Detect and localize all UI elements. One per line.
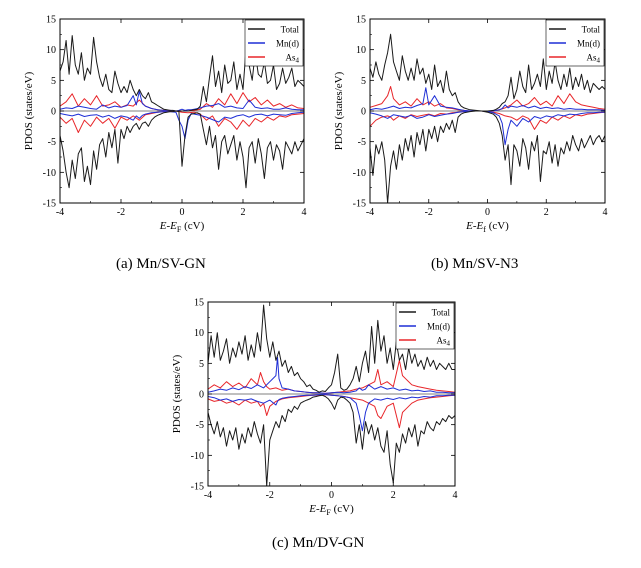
- legend: Total Mn(d) As4: [545, 19, 605, 67]
- legend: Total Mn(d) As4: [244, 19, 304, 67]
- x-tick-label: -2: [425, 207, 433, 218]
- x-tick-label: -4: [204, 490, 212, 501]
- x-tick-label: -2: [117, 207, 125, 218]
- y-tick-label: 10: [356, 45, 366, 56]
- series-total-up: [369, 33, 606, 112]
- y-tick-label: 0: [51, 107, 56, 118]
- x-tick-label: -2: [266, 490, 274, 501]
- legend-label-mn: Mn(d): [427, 322, 450, 332]
- y-axis-label: PDOS (states/eV): [333, 71, 345, 150]
- y-tick-label: 15: [194, 298, 204, 309]
- x-tick-label: 2: [544, 207, 549, 218]
- y-tick-label: 10: [46, 45, 56, 56]
- y-tick-label: 5: [51, 76, 56, 87]
- series-total-up: [59, 35, 305, 112]
- series-total-down: [207, 394, 456, 487]
- legend-label-total: Total: [582, 25, 601, 35]
- legend-label-total: Total: [281, 25, 300, 35]
- x-tick-label: 2: [241, 207, 246, 218]
- legend-label-mn: Mn(d): [577, 39, 600, 49]
- series-mn-up: [59, 90, 304, 112]
- series-total-up: [207, 304, 455, 393]
- chart-b: -4 -2 0 2 4 -15 -10 -5 0 5 10 15 E-Ef (cV) PDOS (stat…: [333, 15, 608, 235]
- series-total-down: [369, 110, 606, 204]
- y-tick-label: 0: [361, 107, 366, 118]
- legend-label-as: As4: [436, 336, 450, 348]
- legend-label-mn: Mn(d): [276, 39, 299, 49]
- x-tick-label: 4: [453, 490, 458, 501]
- y-tick-label: 15: [46, 15, 56, 26]
- y-tick-label: -10: [353, 168, 366, 179]
- series-as-down: [59, 110, 305, 133]
- x-axis-label: E-Ef (cV): [465, 220, 509, 234]
- series-mn-down: [369, 110, 605, 146]
- x-tick-label: 2: [391, 490, 396, 501]
- y-tick-label: 15: [356, 15, 366, 26]
- x-tick-label: 0: [180, 207, 185, 218]
- x-tick-label: 0: [329, 490, 334, 501]
- caption-c: (c) Mn/DV-GN: [272, 535, 365, 551]
- x-axis-label: E-EF (cV): [308, 503, 354, 517]
- y-tick-label: -5: [358, 137, 366, 148]
- series-mn-down: [207, 394, 455, 432]
- series-mn-down: [59, 111, 305, 140]
- x-axis-label: E-EF (cV): [159, 220, 205, 234]
- y-tick-label: -5: [48, 137, 56, 148]
- x-tick-label: 4: [603, 207, 608, 218]
- legend-label-total: Total: [432, 308, 451, 318]
- x-tick-label: 0: [485, 207, 490, 218]
- legend-label-as: As4: [285, 53, 299, 65]
- chart-a: -4 -2 0 2 4 -15 -10 -5 0 5 10 15 E-EF (cV) PDOS (stat…: [23, 15, 307, 235]
- legend-label-as: As4: [586, 53, 600, 65]
- x-tick-label: 4: [302, 207, 307, 218]
- y-tick-label: -15: [191, 482, 204, 493]
- series-mn-up: [207, 356, 455, 394]
- y-tick-label: -10: [191, 451, 204, 462]
- y-tick-label: 5: [361, 76, 366, 87]
- caption-a: (a) Mn/SV-GN: [116, 256, 206, 272]
- x-tick-label: -4: [366, 207, 374, 218]
- legend: Total Mn(d) As4: [395, 302, 455, 350]
- series-as-down: [207, 394, 456, 429]
- series-mn-up: [369, 87, 606, 112]
- y-tick-label: -10: [43, 168, 56, 179]
- y-tick-label: 0: [199, 390, 204, 401]
- y-axis-label: PDOS (states/eV): [171, 354, 183, 433]
- y-tick-label: -15: [353, 199, 366, 210]
- chart-c: -4 -2 0 2 4 -15 -10 -5 0 5 10 15 E-EF (cV) PDOS (stat…: [171, 298, 458, 518]
- y-axis-label: PDOS (states/eV): [23, 71, 35, 150]
- y-tick-label: -15: [43, 199, 56, 210]
- y-tick-label: -5: [196, 420, 204, 431]
- x-tick-label: -4: [56, 207, 64, 218]
- y-tick-label: 10: [194, 328, 204, 339]
- y-tick-label: 5: [199, 359, 204, 370]
- series-total-down: [59, 110, 305, 189]
- caption-b: (b) Mn/SV-N3: [431, 256, 519, 272]
